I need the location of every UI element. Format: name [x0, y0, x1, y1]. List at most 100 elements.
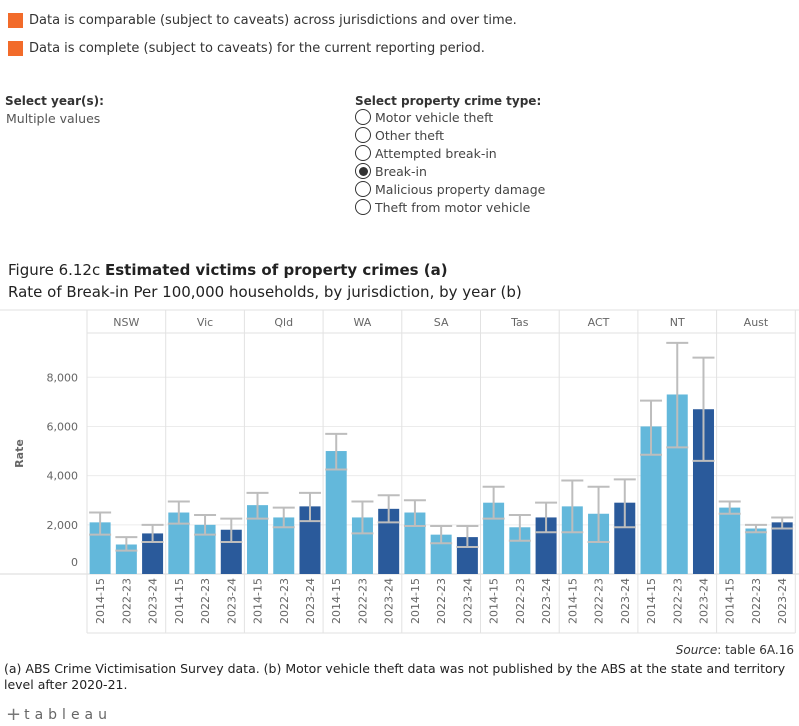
- radio-selected-icon[interactable]: [355, 163, 371, 179]
- bar-act-2014-15: [561, 506, 583, 574]
- bar-wa-2014-15: [325, 451, 347, 574]
- radio-unselected-icon[interactable]: [355, 181, 371, 197]
- x-tick-label: 2022-23: [671, 578, 684, 624]
- figure-title: Figure 6.12c Estimated victims of proper…: [8, 261, 448, 279]
- radio-unselected-icon[interactable]: [355, 109, 371, 125]
- x-tick-label: 2014-15: [330, 578, 343, 624]
- x-tick-label: 2022-23: [514, 578, 527, 624]
- panel-header-qld: Qld: [274, 316, 293, 329]
- bar-vic-2022-23: [194, 524, 216, 574]
- crime-type-option-other-theft[interactable]: Other theft: [355, 127, 444, 143]
- panel-header-wa: WA: [354, 316, 372, 329]
- tableau-wordmark: tableau: [24, 706, 113, 723]
- radio-unselected-icon[interactable]: [355, 199, 371, 215]
- x-tick-label: 2014-15: [724, 578, 737, 624]
- bar-aust-2023-24: [771, 522, 793, 574]
- source-note: Source: table 6A.16: [676, 643, 794, 657]
- panel-header-tas: Tas: [510, 316, 529, 329]
- radio-unselected-icon[interactable]: [355, 145, 371, 161]
- bar-nt-2014-15: [640, 426, 662, 574]
- year-filter-label: Select year(s):: [5, 94, 104, 108]
- crime-type-option-break-in[interactable]: Break-in: [355, 163, 427, 179]
- radio-label: Attempted break-in: [375, 145, 497, 161]
- bar-vic-2023-24: [220, 529, 242, 574]
- legend-comparable-text: Data is comparable (subject to caveats) …: [29, 13, 517, 28]
- figure-title-bold: Estimated victims of property crimes (a): [104, 261, 448, 279]
- x-tick-label: 2022-23: [278, 578, 291, 624]
- x-tick-label: 2023-24: [776, 578, 789, 624]
- bar-sa-2022-23: [430, 534, 452, 574]
- bar-act-2022-23: [588, 513, 610, 574]
- bar-aust-2022-23: [745, 528, 767, 574]
- x-tick-label: 2022-23: [356, 578, 369, 624]
- bar-nsw-2023-24: [142, 533, 164, 574]
- bar-sa-2014-15: [404, 512, 426, 574]
- radio-label: Motor vehicle theft: [375, 109, 494, 125]
- legend-comparable: Data is comparable (subject to caveats) …: [8, 13, 517, 28]
- x-tick-label: 2014-15: [173, 578, 186, 624]
- x-tick-label: 2014-15: [488, 578, 501, 624]
- x-tick-label: 2014-15: [409, 578, 422, 624]
- crime-type-option-malicious-property-damage[interactable]: Malicious property damage: [355, 181, 545, 197]
- bar-wa-2022-23: [351, 517, 373, 574]
- crime-type-option-motor-vehicle-theft[interactable]: Motor vehicle theft: [355, 109, 493, 125]
- figure-number: Figure 6.12c: [8, 261, 105, 279]
- complete-marker: [8, 41, 23, 56]
- x-tick-label: 2023-24: [461, 578, 474, 624]
- bar-tas-2014-15: [483, 502, 505, 574]
- panel-header-vic: Vic: [197, 316, 213, 329]
- bar-qld-2014-15: [247, 505, 269, 574]
- radio-label: Break-in: [375, 163, 427, 179]
- x-tick-label: 2023-24: [383, 578, 396, 624]
- crime-type-option-attempted-break-in[interactable]: Attempted break-in: [355, 145, 497, 161]
- radio-label: Other theft: [375, 127, 445, 143]
- panel-header-nt: NT: [670, 316, 685, 329]
- break-in-rate-chart: 0 2,000 4,000 6,000 8,000 Rate NSW 2014-15 2022-…: [0, 309, 799, 634]
- bar-qld-2023-24: [299, 506, 321, 574]
- bar-aust-2014-15: [719, 507, 741, 574]
- radio-label: Malicious property damage: [375, 181, 546, 197]
- y-axis-title: Rate: [13, 439, 26, 468]
- footnotes: (a) ABS Crime Victimisation Survey data.…: [4, 661, 786, 692]
- x-tick-label: 2023-24: [147, 578, 160, 624]
- x-tick-label: 2023-24: [619, 578, 632, 624]
- x-tick-label: 2022-23: [435, 578, 448, 624]
- x-tick-label: 2023-24: [304, 578, 317, 624]
- panel-header-nsw: NSW: [113, 316, 139, 329]
- panel-header-sa: SA: [434, 316, 449, 329]
- bar-act-2023-24: [614, 502, 636, 574]
- source-text: : table 6A.16: [717, 643, 794, 657]
- x-tick-label: 2023-24: [540, 578, 553, 624]
- figure-subtitle: Rate of Break-in Per 100,000 households,…: [8, 283, 522, 301]
- y-tick-label: 8,000: [47, 371, 79, 384]
- x-tick-label: 2022-23: [593, 578, 606, 624]
- crime-type-option-theft-from-motor-vehicle[interactable]: Theft from motor vehicle: [355, 199, 530, 215]
- x-tick-label: 2014-15: [252, 578, 265, 624]
- panel-header-aust: Aust: [744, 316, 769, 329]
- x-tick-label: 2022-23: [750, 578, 763, 624]
- bar-tas-2022-23: [509, 527, 531, 574]
- x-tick-label: 2022-23: [120, 578, 133, 624]
- x-tick-label: 2014-15: [94, 578, 107, 624]
- y-tick-label: 4,000: [47, 470, 79, 483]
- bar-nt-2022-23: [666, 394, 688, 574]
- x-tick-label: 2022-23: [199, 578, 212, 624]
- y-tick-label: 2,000: [47, 519, 79, 532]
- bar-vic-2014-15: [168, 512, 190, 574]
- legend-complete-text: Data is complete (subject to caveats) fo…: [29, 41, 485, 56]
- x-tick-label: 2023-24: [697, 578, 710, 624]
- bar-qld-2022-23: [273, 517, 295, 574]
- legend-complete: Data is complete (subject to caveats) fo…: [8, 41, 485, 56]
- year-filter-value[interactable]: Multiple values: [6, 111, 101, 126]
- bar-wa-2023-24: [378, 508, 400, 574]
- tableau-logo[interactable]: + tableau: [6, 704, 112, 725]
- x-tick-label: 2014-15: [645, 578, 658, 624]
- comparable-marker: [8, 13, 23, 28]
- tableau-plus-icon: +: [6, 704, 22, 725]
- radio-unselected-icon[interactable]: [355, 127, 371, 143]
- radio-label: Theft from motor vehicle: [375, 199, 531, 215]
- x-tick-label: 2014-15: [566, 578, 579, 624]
- y-tick-label: 0: [71, 556, 78, 569]
- crime-type-filter-label: Select property crime type:: [355, 94, 542, 108]
- bar-nsw-2022-23: [115, 544, 137, 574]
